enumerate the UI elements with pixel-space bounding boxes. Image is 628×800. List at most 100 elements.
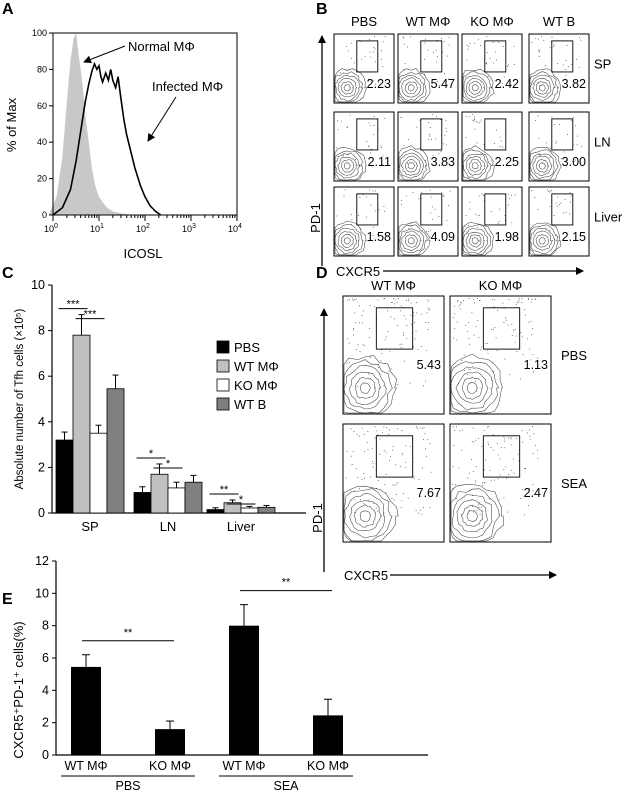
facs-contour — [462, 376, 484, 400]
facs-event-dot — [553, 215, 555, 216]
facs-event-dot — [534, 197, 536, 198]
facs-event-dot — [503, 76, 505, 78]
facs-event-dot — [422, 427, 424, 429]
x-tick-label: 101 — [90, 223, 104, 234]
facs-event-dot — [533, 371, 534, 373]
facs-event-dot — [475, 213, 477, 215]
facs-contour — [462, 228, 489, 255]
facs-event-dot — [522, 354, 524, 356]
facs-event-dot — [429, 507, 431, 508]
facs-event-dot — [472, 114, 473, 116]
facs-event-dot — [494, 327, 496, 328]
facs-event-dot — [492, 299, 493, 300]
facs-event-dot — [382, 41, 384, 43]
facs-contour — [343, 162, 351, 170]
facs-event-dot — [469, 472, 470, 474]
panel-e-bar-chart: E CXCR5⁺PD-1⁺ cells(%) 0 2 4 6 8 10 12 WT MΦ KO … — [2, 554, 428, 793]
facs-event-dot — [359, 487, 360, 489]
facs-event-dot — [521, 336, 523, 338]
facs-event-dot — [373, 47, 375, 48]
facs-contour — [529, 68, 562, 103]
facs-event-dot — [464, 354, 466, 356]
facs-event-dot — [471, 459, 472, 460]
facs-event-dot — [421, 230, 423, 231]
gate-percentage: 1.98 — [495, 230, 519, 244]
facs-event-dot — [555, 142, 557, 144]
facs-event-dot — [457, 301, 458, 302]
facs-event-dot — [489, 58, 491, 59]
y-tick-label: 2 — [42, 716, 49, 730]
facs-event-dot — [493, 328, 494, 330]
facs-event-dot — [481, 510, 483, 512]
facs-event-dot — [408, 228, 410, 230]
facs-event-dot — [375, 190, 377, 192]
facs-event-dot — [454, 313, 456, 315]
facs-event-dot — [393, 298, 394, 299]
facs-plot-frame — [342, 423, 445, 543]
facs-event-dot — [498, 514, 500, 516]
facs-event-dot — [383, 426, 385, 428]
facs-event-dot — [443, 194, 445, 196]
facs-event-dot — [368, 145, 370, 147]
facs-contour — [460, 504, 484, 527]
facs-event-dot — [362, 344, 364, 346]
facs-event-dot — [552, 240, 553, 241]
facs-event-dot — [380, 360, 382, 362]
facs-event-dot — [480, 45, 481, 46]
facs-event-dot — [386, 427, 388, 429]
gate-percentage: 1.13 — [524, 358, 548, 372]
facs-event-dot — [448, 78, 449, 80]
facs-event-dot — [339, 72, 341, 73]
y-tick-label: 8 — [42, 619, 49, 633]
facs-event-dot — [501, 447, 502, 449]
facs-event-dot — [429, 135, 430, 137]
facs-contour — [466, 155, 486, 176]
facs-event-dot — [461, 449, 462, 451]
facs-event-dot — [352, 298, 353, 300]
facs-event-dot — [400, 117, 402, 118]
row-label: SEA — [561, 476, 587, 491]
facs-event-dot — [421, 198, 422, 199]
facs-event-dot — [427, 307, 429, 309]
facs-event-dot — [367, 449, 369, 451]
y-tick-label: 12 — [35, 554, 49, 568]
bar — [55, 439, 74, 514]
facs-plot-frame — [397, 186, 459, 257]
facs-event-dot — [374, 48, 376, 50]
facs-event-dot — [348, 69, 350, 70]
facs-event-dot — [464, 225, 466, 227]
facs-event-dot — [368, 499, 370, 501]
row-label: SP — [594, 57, 611, 72]
facs-event-dot — [537, 38, 539, 40]
facs-event-dot — [443, 41, 445, 42]
panel-d-grid: WT MΦ KO MΦ PBS SEA 5.43 1.13 7.67 2.47 — [342, 278, 587, 543]
facs-event-dot — [574, 125, 576, 127]
facs-event-dot — [477, 298, 478, 299]
facs-event-dot — [476, 142, 478, 144]
facs-event-dot — [572, 117, 574, 118]
facs-event-dot — [373, 116, 375, 117]
facs-event-dot — [426, 299, 428, 301]
facs-gate — [482, 307, 521, 350]
facs-contour — [355, 377, 376, 399]
facs-event-dot — [423, 385, 424, 387]
facs-event-dot — [497, 223, 499, 224]
column-header: WT B — [543, 14, 575, 29]
facs-event-dot — [347, 126, 348, 128]
bar — [240, 507, 259, 514]
facs-event-dot — [565, 60, 567, 61]
facs-event-dot — [343, 195, 345, 197]
facs-event-dot — [406, 84, 408, 85]
facs-event-dot — [497, 309, 498, 311]
facs-event-dot — [374, 61, 376, 63]
facs-event-dot — [347, 338, 349, 340]
facs-event-dot — [477, 39, 479, 41]
facs-event-dot — [458, 305, 460, 307]
facs-plot-frame — [461, 186, 523, 257]
facs-event-dot — [464, 370, 465, 371]
facs-event-dot — [486, 52, 488, 53]
facs-event-dot — [375, 430, 377, 432]
bar — [71, 666, 101, 755]
facs-event-dot — [403, 334, 404, 336]
